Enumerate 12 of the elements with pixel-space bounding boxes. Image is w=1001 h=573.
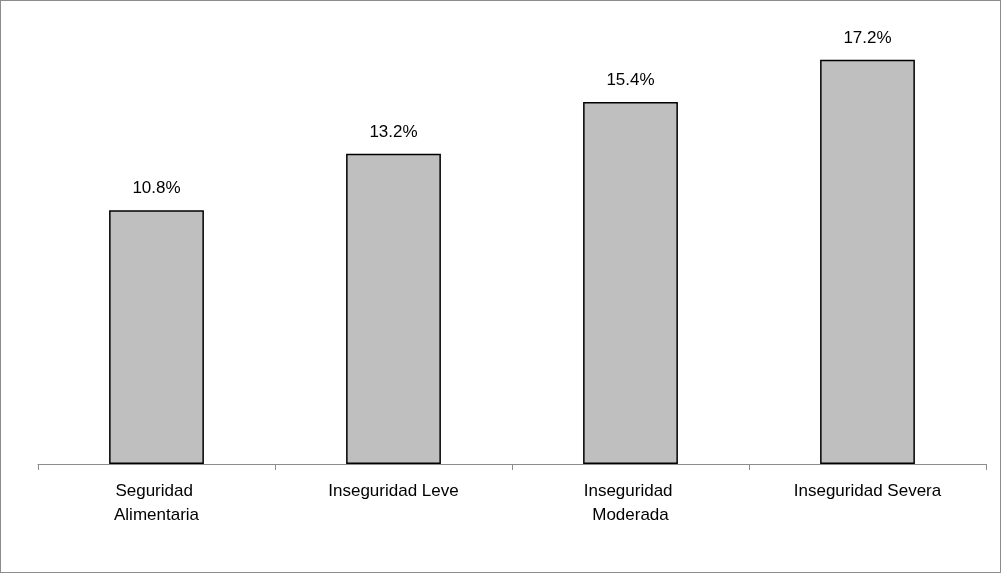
data-label: 13.2% [369,121,418,141]
bar [346,153,441,464]
x-tick-label: Inseguridad Moderada [583,480,678,524]
x-tick-label: Seguridad Alimentaria [113,480,200,524]
data-label: 17.2% [843,27,892,47]
data-label: 10.8% [132,178,181,198]
bar [820,59,915,464]
data-label: 15.4% [606,70,655,90]
bar [583,102,678,464]
x-tick-label: Inseguridad Severa [793,480,942,500]
x-tick-label: Inseguridad Leve [328,480,459,500]
bar [109,210,204,464]
